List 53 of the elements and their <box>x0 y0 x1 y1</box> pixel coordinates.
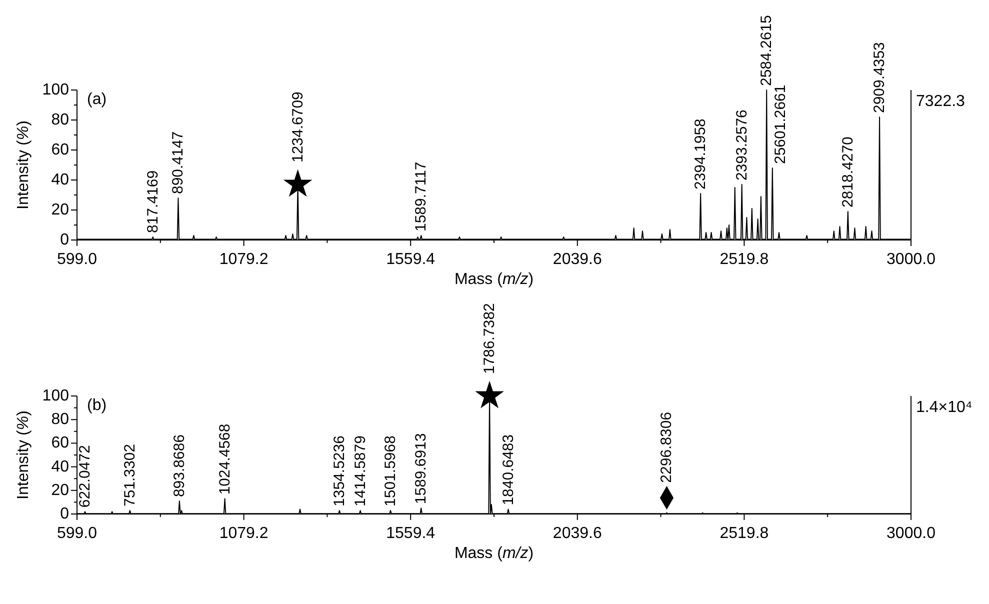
x-tick-label: 2519.8 <box>720 251 769 268</box>
y-tick-label: 100 <box>42 82 70 98</box>
annotation: 890.4147 <box>170 131 187 194</box>
x-tick-label: 3000.0 <box>886 525 936 542</box>
annotation: 1414.5879 <box>352 436 369 506</box>
annotation: 2394.1958 <box>692 118 710 190</box>
y-tick-label: 40 <box>51 458 70 476</box>
annotation: 25601.2661 <box>772 84 789 164</box>
x-tick-label: 2519.8 <box>720 525 769 542</box>
x-tick-label: 599.0 <box>56 525 98 542</box>
x-tick-label: 2039.6 <box>552 251 602 268</box>
annotation: 1024.4568 <box>216 424 234 495</box>
x-axis-title: Mass (m/z) <box>454 545 534 562</box>
annotation: 1501.5968 <box>382 436 400 506</box>
y-tick-label: 40 <box>51 172 70 188</box>
x-tick-label: 1559.4 <box>386 525 436 542</box>
annotation: (b) <box>87 397 107 414</box>
annotation: (a) <box>87 91 107 108</box>
annotation: 1234.6709 <box>289 92 306 162</box>
annotation: 2584.2615 <box>758 15 776 86</box>
annotation: 2393.2576 <box>733 110 750 180</box>
y-tick-label: 80 <box>51 411 70 428</box>
text: 7322.3 <box>916 93 966 110</box>
y-tick-label: 20 <box>51 202 70 218</box>
annotation: 817.4169 <box>144 170 162 233</box>
y-tick-label: 100 <box>42 388 70 404</box>
annotation: 893.8686 <box>170 434 188 498</box>
y-tick-label: 60 <box>51 142 70 158</box>
annotation: 1589.7117 <box>412 162 430 232</box>
annotation: 1786.7382 <box>481 303 498 374</box>
x-tick-label: 1079.2 <box>219 251 268 268</box>
y-tick-label: 0 <box>60 506 70 522</box>
annotation: 1354.5236 <box>330 436 348 506</box>
y-tick-label: 80 <box>51 112 70 128</box>
x-axis-title: Mass (m/z) <box>454 271 534 288</box>
annotation: 1589.6913 <box>412 433 430 504</box>
y-tick-label: 60 <box>51 434 70 452</box>
y-tick-label: 20 <box>51 482 70 499</box>
annotation: 1840.6483 <box>500 434 517 506</box>
x-tick-label: 1559.4 <box>386 251 436 268</box>
x-tick-label: 1079.2 <box>219 525 268 542</box>
annotation: 2818.4270 <box>839 136 856 208</box>
y-axis-title: Intensity (%) <box>15 120 32 210</box>
x-tick-label: 599.0 <box>56 251 98 268</box>
annotation: 622.0472 <box>76 445 94 508</box>
y-axis-title: Intensity (%) <box>15 410 32 500</box>
text: 1.4×10⁴ <box>916 399 972 416</box>
y-tick-label: 0 <box>60 232 70 248</box>
annotation: 2909.4353 <box>871 42 888 113</box>
annotation: 2296.8306 <box>658 412 676 483</box>
x-tick-label: 2039.6 <box>552 525 602 542</box>
x-tick-label: 3000.0 <box>886 251 936 268</box>
annotation: 751.3302 <box>121 444 138 506</box>
